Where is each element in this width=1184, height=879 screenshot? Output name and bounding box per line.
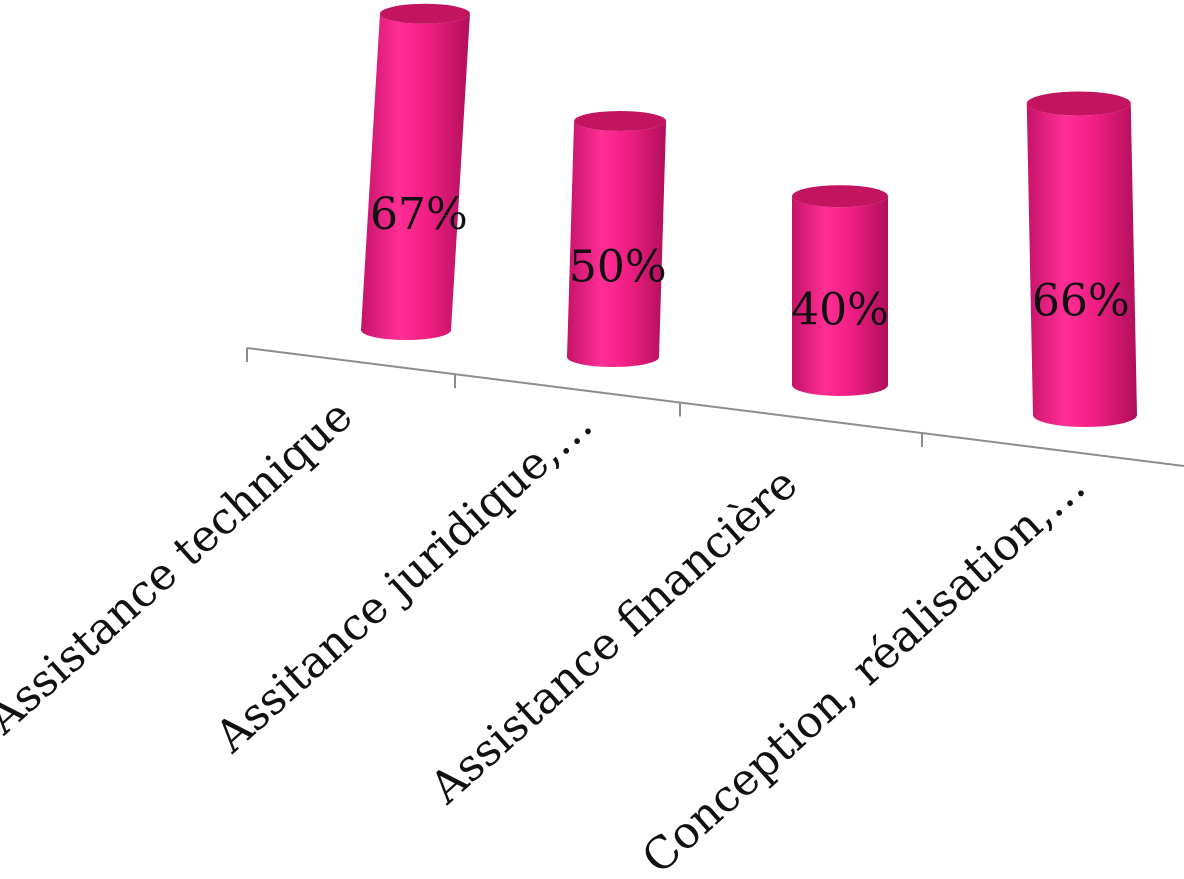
bars <box>361 3 1137 427</box>
bar-top <box>574 111 667 131</box>
data-label: 67% <box>370 189 468 240</box>
bar-body <box>361 13 470 340</box>
bar-top <box>379 3 470 24</box>
data-label: 66% <box>1032 275 1130 326</box>
bar-top <box>1026 91 1131 116</box>
bar-body <box>1026 103 1137 427</box>
data-label: 40% <box>791 285 889 336</box>
bar <box>792 185 888 396</box>
bar <box>567 111 667 367</box>
data-label: 50% <box>569 241 667 292</box>
bar <box>1026 91 1137 427</box>
bar-body <box>567 121 667 367</box>
bar-top <box>792 185 888 208</box>
data-labels: 67% 50% 40% 66% <box>370 189 1130 336</box>
axis-line <box>246 347 1184 467</box>
x-axis <box>246 347 1184 467</box>
bar-body <box>792 196 888 396</box>
bar <box>361 3 470 340</box>
